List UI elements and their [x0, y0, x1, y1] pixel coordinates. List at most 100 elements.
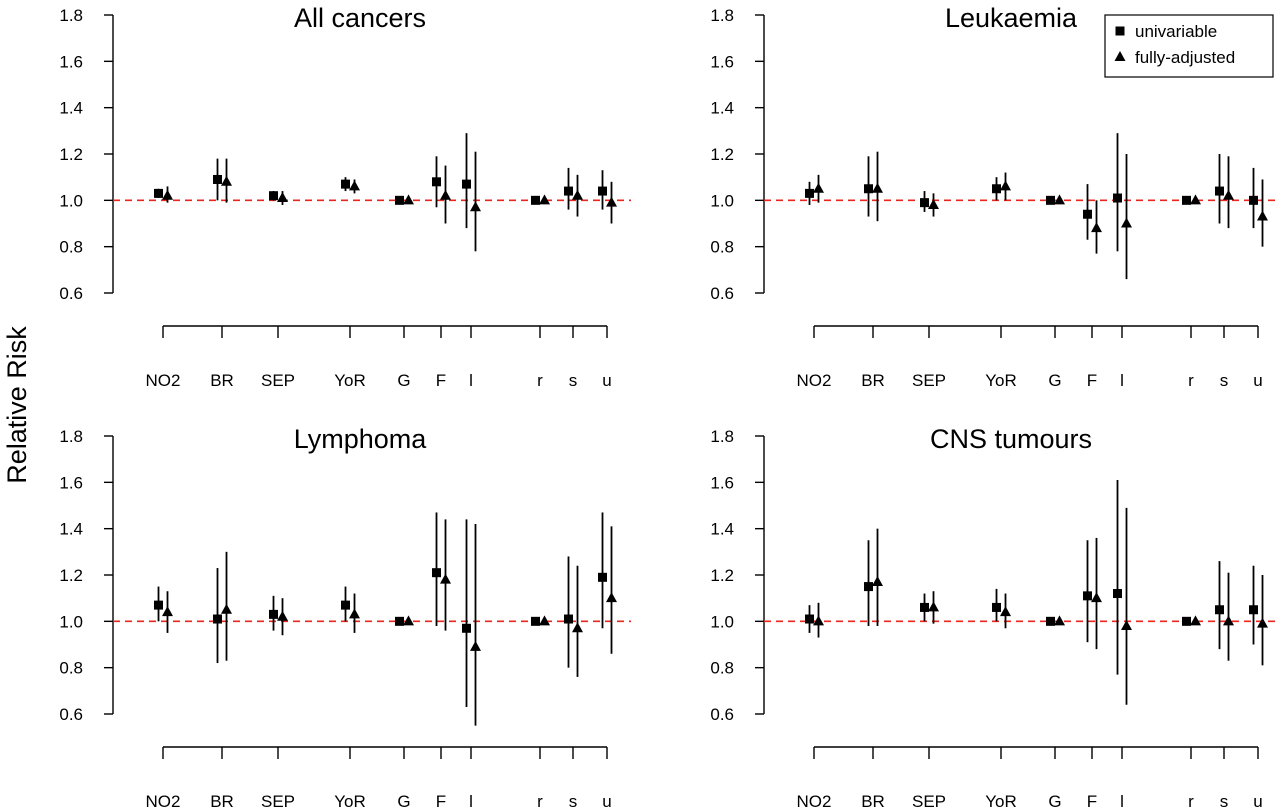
point-triangle [1190, 194, 1201, 205]
y-tick-label: 1.8 [710, 6, 734, 25]
panels: All cancers 0.6 0.8 1.0 1.2 1.4 1.6 1.8 NO2 BR SEP… [59, 3, 1280, 811]
point-triangle [606, 196, 617, 207]
point-triangle [277, 192, 288, 203]
point-triangle [349, 608, 360, 619]
x-tick-label: s [569, 792, 578, 811]
point-triangle [1257, 617, 1268, 628]
x-tick-label: l [1120, 792, 1124, 811]
point-square [1215, 186, 1224, 196]
x-tick-label: BR [861, 371, 885, 390]
x-tick-label: u [602, 371, 611, 390]
y-tick-label: 1.0 [59, 191, 83, 210]
panel-title: Leukaemia [945, 3, 1078, 33]
x-tick-label: r [1188, 371, 1194, 390]
y-tick-label: 1.8 [59, 6, 83, 25]
x-tick-label: SEP [912, 792, 946, 811]
point-square [531, 616, 540, 626]
x-tick-label: l [1120, 371, 1124, 390]
point-square [1046, 616, 1055, 626]
point-triangle [349, 180, 360, 191]
series-univariable [154, 512, 607, 708]
x-tick-label: YoR [985, 792, 1017, 811]
point-triangle [1091, 592, 1102, 603]
y-tick-label: 1.6 [710, 473, 734, 492]
point-square [920, 602, 929, 612]
point-triangle [1000, 180, 1011, 191]
point-square [1249, 605, 1258, 615]
point-triangle [162, 189, 173, 200]
point-square [213, 614, 222, 624]
y-tick-label: 1.6 [59, 52, 83, 71]
point-triangle [1091, 222, 1102, 233]
point-triangle [813, 182, 824, 193]
y-tick-label: 1.6 [710, 52, 734, 71]
point-triangle [403, 194, 414, 205]
point-triangle [1000, 606, 1011, 617]
x-tick-label: F [436, 371, 446, 390]
point-triangle [1223, 189, 1234, 200]
point-triangle [1054, 615, 1065, 626]
x-tick-label: NO2 [797, 792, 832, 811]
point-square [1182, 616, 1191, 626]
x-tick-label: BR [210, 371, 234, 390]
point-square [564, 186, 573, 196]
point-square [992, 184, 1001, 194]
y-tick-label: 0.8 [59, 238, 83, 257]
y-tick-label: 0.6 [710, 284, 734, 303]
y-tick-label: 1.8 [710, 427, 734, 446]
panel-3: Lymphoma 0.6 0.8 1.0 1.2 1.4 1.6 1.8 NO2 BR SEP YoR… [59, 424, 631, 811]
point-square [154, 600, 163, 610]
x-tick-label: SEP [261, 371, 295, 390]
point-square [531, 195, 540, 205]
y-tick-label: 0.8 [710, 238, 734, 257]
point-square [269, 609, 278, 619]
point-triangle [1054, 194, 1065, 205]
x-tick-label: SEP [912, 371, 946, 390]
x-tick-label: YoR [985, 371, 1017, 390]
point-square [462, 623, 471, 633]
panel-title: Lymphoma [294, 424, 428, 454]
y-tick-label: 1.0 [59, 612, 83, 631]
point-triangle [162, 606, 173, 617]
panel-2: Leukaemia 0.6 0.8 1.0 1.2 1.4 1.6 1.8 NO2 BR SEP Yo… [710, 3, 1280, 390]
point-triangle [440, 573, 451, 584]
panel-1: All cancers 0.6 0.8 1.0 1.2 1.4 1.6 1.8 NO2 BR SEP… [59, 3, 631, 390]
x-tick-label: G [1048, 792, 1061, 811]
series-univariable [154, 133, 607, 229]
x-tick-label: F [436, 792, 446, 811]
x-tick-label: YoR [334, 792, 366, 811]
y-tick-label: 0.8 [59, 659, 83, 678]
y-tick-label: 0.8 [710, 659, 734, 678]
x-tick-label: u [1253, 792, 1262, 811]
point-square [462, 179, 471, 189]
point-square [213, 174, 222, 184]
x-tick-label: G [1048, 371, 1061, 390]
point-square [1083, 209, 1092, 219]
point-square [1249, 195, 1258, 205]
x-tick-label: l [469, 792, 473, 811]
series-univariable [805, 133, 1258, 252]
legend-label: univariable [1135, 22, 1217, 41]
x-tick-label: BR [861, 792, 885, 811]
series-fully-adjusted [162, 519, 617, 726]
legend: univariable fully-adjusted [1104, 14, 1274, 78]
y-tick-label: 0.6 [59, 284, 83, 303]
point-square [864, 582, 873, 592]
point-square [341, 600, 350, 610]
point-triangle [1223, 615, 1234, 626]
x-tick-label: r [537, 792, 543, 811]
legend-triangle-icon [1114, 51, 1126, 61]
x-tick-label: BR [210, 792, 234, 811]
x-tick-label: NO2 [797, 371, 832, 390]
point-triangle [572, 189, 583, 200]
legend-box [1104, 14, 1274, 78]
x-tick-label: u [602, 792, 611, 811]
series-fully-adjusted [813, 507, 1268, 705]
y-tick-label: 1.4 [710, 520, 734, 539]
point-triangle [403, 615, 414, 626]
point-square [1113, 193, 1122, 203]
point-square [992, 602, 1001, 612]
point-square [395, 616, 404, 626]
point-square [432, 177, 441, 187]
point-square [805, 188, 814, 198]
